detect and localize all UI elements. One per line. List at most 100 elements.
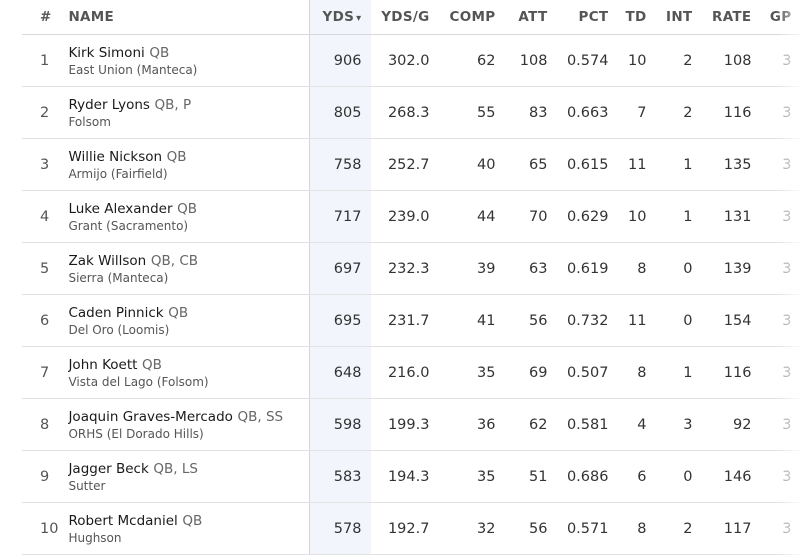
player-school: ORHS (El Dorado Hills): [68, 426, 204, 441]
header-row: # NAME YDS ▾ YDS/G COMP ATT PCT TD INT RA…: [22, 0, 802, 35]
rank-cell: 3: [22, 138, 69, 191]
stat-att: 83: [505, 86, 558, 139]
table-row[interactable]: 6 Caden Pinnick QB Del Oro (Loomis) 695 23…: [22, 294, 802, 347]
stat-rate: 146: [702, 450, 762, 503]
player-cell[interactable]: Jagger Beck QB, LS Sutter: [68, 450, 310, 503]
stat-td: 7: [618, 86, 657, 139]
stat-gp: 3: [761, 190, 802, 243]
stat-att: 56: [505, 502, 558, 555]
stat-pct: 0.619: [557, 242, 619, 295]
player-school: Grant (Sacramento): [68, 218, 189, 233]
stat-comp: 35: [439, 450, 506, 503]
stat-yds: 805: [308, 86, 372, 139]
player-cell[interactable]: Zak Willson QB, CB Sierra (Manteca): [68, 242, 310, 295]
player-cell[interactable]: Willie Nickson QB Armijo (Fairfield): [68, 138, 310, 191]
stat-att: 70: [505, 190, 558, 243]
stat-pct: 0.732: [557, 294, 619, 347]
stat-rate: 131: [702, 190, 762, 243]
stat-gp: 3: [761, 502, 802, 555]
player-cell[interactable]: Kirk Simoni QB East Union (Manteca): [68, 34, 310, 87]
stat-int: 2: [656, 502, 703, 555]
stat-yds: 758: [308, 138, 372, 191]
table-row[interactable]: 1 Kirk Simoni QB East Union (Manteca) 906…: [22, 34, 802, 87]
table-row[interactable]: 8 Joaquin Graves-Mercado QB, SS ORHS (El…: [22, 398, 802, 451]
player-cell[interactable]: Caden Pinnick QB Del Oro (Loomis): [68, 294, 310, 347]
stat-pct: 0.507: [557, 346, 619, 399]
stat-int: 2: [656, 34, 703, 87]
player-name-link[interactable]: Caden Pinnick: [68, 304, 164, 321]
stat-td: 8: [618, 242, 657, 295]
stat-pct: 0.663: [557, 86, 619, 139]
stat-rate: 108: [702, 34, 762, 87]
player-name-link[interactable]: Jagger Beck: [68, 460, 149, 477]
col-header-ydsg[interactable]: YDS/G: [371, 0, 440, 35]
stat-td: 11: [618, 294, 657, 347]
col-header-att[interactable]: ATT: [505, 0, 558, 35]
player-cell[interactable]: John Koett QB Vista del Lago (Folsom): [68, 346, 310, 399]
player-cell[interactable]: Luke Alexander QB Grant (Sacramento): [68, 190, 310, 243]
stat-ydsg: 252.7: [371, 138, 440, 191]
stat-att: 65: [505, 138, 558, 191]
table-row[interactable]: 9 Jagger Beck QB, LS Sutter 583 194.3 35 51 0…: [22, 450, 802, 503]
stat-td: 6: [618, 450, 657, 503]
col-header-name[interactable]: NAME: [68, 0, 310, 35]
table-row[interactable]: 4 Luke Alexander QB Grant (Sacramento) 71…: [22, 190, 802, 243]
stat-int: 3: [656, 398, 703, 451]
player-name-link[interactable]: Zak Willson: [68, 252, 147, 269]
stat-comp: 40: [439, 138, 506, 191]
col-header-comp[interactable]: COMP: [439, 0, 506, 35]
stat-ydsg: 192.7: [371, 502, 440, 555]
stat-rate: 154: [702, 294, 762, 347]
player-name-link[interactable]: Kirk Simoni: [68, 44, 145, 61]
stat-rate: 116: [702, 346, 762, 399]
stat-gp: 3: [761, 86, 802, 139]
stat-att: 56: [505, 294, 558, 347]
table-row[interactable]: 3 Willie Nickson QB Armijo (Fairfield) 75…: [22, 138, 802, 191]
stat-td: 10: [618, 190, 657, 243]
col-header-yds-label: YDS: [322, 9, 355, 25]
stat-pct: 0.629: [557, 190, 619, 243]
player-name-link[interactable]: Robert Mcdaniel: [68, 512, 178, 529]
player-school: Armijo (Fairfield): [68, 166, 168, 181]
stat-comp: 36: [439, 398, 506, 451]
col-header-int[interactable]: INT: [656, 0, 703, 35]
player-cell[interactable]: Ryder Lyons QB, P Folsom: [68, 86, 310, 139]
rank-cell: 9: [22, 450, 69, 503]
stat-int: 1: [656, 190, 703, 243]
player-name-link[interactable]: John Koett: [68, 356, 138, 373]
player-position: QB: [149, 44, 170, 61]
player-name-link[interactable]: Luke Alexander: [68, 200, 173, 217]
player-school: Vista del Lago (Folsom): [68, 374, 209, 389]
player-cell[interactable]: Robert Mcdaniel QB Hughson: [68, 502, 310, 555]
table-row[interactable]: 5 Zak Willson QB, CB Sierra (Manteca) 697…: [22, 242, 802, 295]
stat-comp: 55: [439, 86, 506, 139]
col-header-gp[interactable]: GP: [761, 0, 802, 35]
table-row[interactable]: 7 John Koett QB Vista del Lago (Folsom) 6…: [22, 346, 802, 399]
sort-desc-icon: ▾: [356, 13, 362, 24]
player-position: QB: [142, 356, 162, 373]
col-header-rate[interactable]: RATE: [702, 0, 762, 35]
col-header-rank: #: [22, 0, 69, 35]
stat-att: 51: [505, 450, 558, 503]
player-name-link[interactable]: Ryder Lyons: [68, 96, 150, 113]
stat-yds: 697: [308, 242, 372, 295]
player-school: Sierra (Manteca): [68, 270, 169, 285]
stat-ydsg: 194.3: [371, 450, 440, 503]
stat-att: 108: [505, 34, 558, 87]
stat-comp: 41: [439, 294, 506, 347]
player-name-link[interactable]: Joaquin Graves-Mercado: [68, 408, 233, 425]
col-header-pct[interactable]: PCT: [557, 0, 619, 35]
col-header-td[interactable]: TD: [618, 0, 657, 35]
stat-yds: 906: [308, 34, 372, 87]
player-name-link[interactable]: Willie Nickson: [68, 148, 163, 165]
table-row[interactable]: 2 Ryder Lyons QB, P Folsom 805 268.3 55 83 0.…: [22, 86, 802, 139]
stat-ydsg: 231.7: [371, 294, 440, 347]
col-header-yds[interactable]: YDS ▾: [308, 0, 372, 35]
player-position: QB: [177, 200, 198, 217]
table-row[interactable]: 10 Robert Mcdaniel QB Hughson 578 192.7 32 5…: [22, 502, 802, 555]
stat-rate: 92: [702, 398, 762, 451]
stat-comp: 62: [439, 34, 506, 87]
player-cell[interactable]: Joaquin Graves-Mercado QB, SS ORHS (El D…: [68, 398, 310, 451]
stat-pct: 0.574: [557, 34, 619, 87]
